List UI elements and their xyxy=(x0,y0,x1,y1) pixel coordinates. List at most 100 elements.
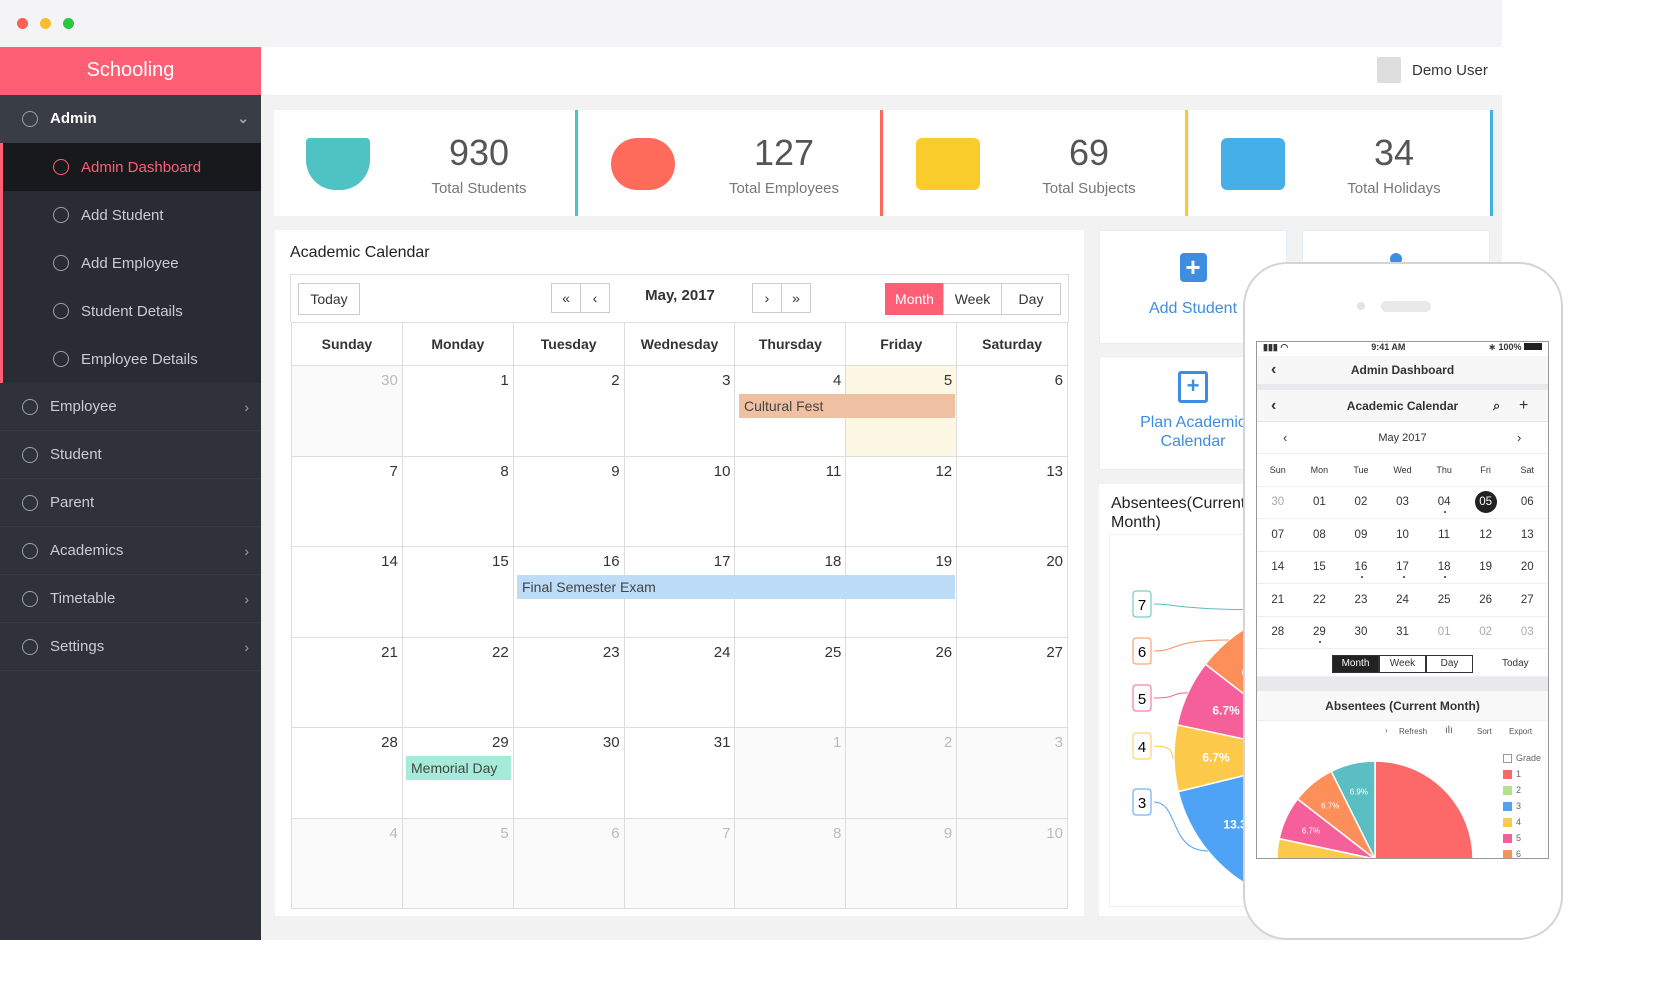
view-day-button[interactable]: Day xyxy=(1001,283,1061,315)
calendar-day[interactable]: 13 xyxy=(957,456,1069,547)
avatar[interactable] xyxy=(1377,57,1401,83)
calendar-day[interactable]: 3 xyxy=(624,366,736,457)
calendar-day[interactable]: 11 xyxy=(735,456,847,547)
calendar-day[interactable]: 30 xyxy=(1340,626,1382,638)
calendar-day[interactable]: 16 xyxy=(1340,561,1382,579)
legend-item[interactable]: 4 xyxy=(1503,814,1541,830)
calendar-day[interactable]: 04 xyxy=(1423,496,1465,514)
calendar-day[interactable]: 9 xyxy=(846,818,958,909)
sidebar-item-employee-details[interactable]: Employee Details xyxy=(0,335,261,383)
calendar-day[interactable]: 9 xyxy=(513,456,625,547)
calendar-day[interactable]: 20 xyxy=(957,547,1069,638)
calendar-day[interactable]: 15 xyxy=(402,547,514,638)
calendar-day[interactable]: 6 xyxy=(957,366,1069,457)
calendar-day[interactable]: 8 xyxy=(735,818,847,909)
sidebar-item-admin-dashboard[interactable]: Admin Dashboard xyxy=(0,143,261,191)
calendar-day[interactable]: 29 xyxy=(402,728,514,819)
bar-chart-icon[interactable]: ılı xyxy=(1445,725,1453,736)
legend-item[interactable]: 5 xyxy=(1503,830,1541,846)
pie-slice-1[interactable] xyxy=(1374,760,1474,859)
calendar-day[interactable]: 17 xyxy=(1382,561,1424,579)
calendar-day[interactable]: 12 xyxy=(1465,529,1507,541)
calendar-day[interactable]: 28 xyxy=(1257,626,1299,638)
calendar-day[interactable]: 19 xyxy=(1465,561,1507,573)
calendar-day[interactable]: 22 xyxy=(1299,594,1341,606)
calendar-day[interactable]: 02 xyxy=(1340,496,1382,508)
calendar-day[interactable]: 21 xyxy=(1257,594,1299,606)
calendar-day[interactable]: 14 xyxy=(292,547,403,638)
prev-month-button[interactable]: ‹ xyxy=(1283,430,1288,445)
calendar-day[interactable]: 25 xyxy=(1423,594,1465,606)
calendar-day[interactable]: 19 xyxy=(846,547,958,638)
calendar-day[interactable]: 2 xyxy=(513,366,625,457)
calendar-day[interactable]: 29 xyxy=(1299,626,1341,644)
legend-item[interactable]: 1 xyxy=(1503,766,1541,782)
calendar-day[interactable]: 30 xyxy=(292,366,403,457)
calendar-day[interactable]: 1 xyxy=(402,366,514,457)
back-icon[interactable]: ‹ xyxy=(1271,361,1277,378)
calendar-day[interactable]: 5 xyxy=(402,818,514,909)
back-icon[interactable]: ‹ xyxy=(1271,397,1277,414)
calendar-event[interactable]: Memorial Day xyxy=(406,756,511,780)
calendar-day[interactable]: 8 xyxy=(402,456,514,547)
sidebar-item-add-student[interactable]: Add Student xyxy=(0,191,261,239)
minimize-window-button[interactable] xyxy=(40,18,51,29)
calendar-day[interactable]: 23 xyxy=(513,637,625,728)
calendar-day[interactable]: 7 xyxy=(624,818,736,909)
sort-button[interactable]: Sort xyxy=(1477,727,1492,736)
mobile-week-tab[interactable]: Week xyxy=(1379,655,1426,673)
calendar-day[interactable]: 15 xyxy=(1299,561,1341,573)
maximize-window-button[interactable] xyxy=(63,18,74,29)
sidebar-item-employee[interactable]: Employee › xyxy=(0,383,261,431)
calendar-day[interactable]: 09 xyxy=(1340,529,1382,541)
user-name[interactable]: Demo User xyxy=(1412,62,1488,79)
calendar-day[interactable]: 10 xyxy=(1382,529,1424,541)
calendar-day[interactable]: 03 xyxy=(1382,496,1424,508)
next-month-button[interactable]: › xyxy=(1517,430,1522,445)
calendar-day[interactable]: 3 xyxy=(957,728,1069,819)
pie-slice-7[interactable] xyxy=(1330,760,1376,859)
calendar-day[interactable]: 03 xyxy=(1506,626,1548,638)
calendar-day[interactable]: 2 xyxy=(846,728,958,819)
mobile-month-tab[interactable]: Month xyxy=(1332,655,1379,673)
calendar-day[interactable]: 30 xyxy=(513,728,625,819)
calendar-event[interactable]: Final Semester Exam xyxy=(517,575,955,599)
sidebar-item-settings[interactable]: Settings › xyxy=(0,623,261,671)
search-icon[interactable]: ⌕ xyxy=(1493,398,1501,413)
calendar-day[interactable]: 05 xyxy=(1465,491,1507,514)
calendar-day[interactable]: 07 xyxy=(1257,529,1299,541)
calendar-day[interactable]: 06 xyxy=(1506,496,1548,508)
calendar-day[interactable]: 22 xyxy=(402,637,514,728)
calendar-day[interactable]: 27 xyxy=(957,637,1069,728)
next-month-button[interactable]: › xyxy=(752,283,782,313)
refresh-button[interactable]: Refresh xyxy=(1399,727,1428,736)
calendar-day[interactable]: 10 xyxy=(957,818,1069,909)
calendar-day[interactable]: 6 xyxy=(513,818,625,909)
calendar-day[interactable]: 31 xyxy=(624,728,736,819)
add-icon[interactable]: + xyxy=(1519,397,1529,414)
calendar-day[interactable]: 01 xyxy=(1423,626,1465,638)
calendar-day[interactable]: 21 xyxy=(292,637,403,728)
export-button[interactable]: Export xyxy=(1509,727,1533,736)
sidebar-item-admin[interactable]: Admin ⌄ xyxy=(0,95,261,143)
prev-month-button[interactable]: ‹ xyxy=(580,283,610,313)
view-week-button[interactable]: Week xyxy=(943,283,1002,315)
next-year-button[interactable]: » xyxy=(781,283,811,313)
calendar-day[interactable]: 12 xyxy=(846,456,958,547)
calendar-day[interactable]: 24 xyxy=(1382,594,1424,606)
calendar-day[interactable]: 18 xyxy=(1423,561,1465,579)
calendar-day[interactable]: 24 xyxy=(624,637,736,728)
calendar-day[interactable]: 23 xyxy=(1340,594,1382,606)
calendar-day[interactable]: 26 xyxy=(1465,594,1507,606)
sidebar-item-student[interactable]: Student xyxy=(0,431,261,479)
calendar-day[interactable]: 14 xyxy=(1257,561,1299,573)
legend-item[interactable]: 6 xyxy=(1503,846,1541,858)
mobile-day-tab[interactable]: Day xyxy=(1426,655,1473,673)
view-month-button[interactable]: Month xyxy=(885,283,944,315)
calendar-day[interactable]: 30 xyxy=(1257,496,1299,508)
legend-item[interactable]: 3 xyxy=(1503,798,1541,814)
legend-item[interactable]: 2 xyxy=(1503,782,1541,798)
sidebar-item-add-employee[interactable]: Add Employee xyxy=(0,239,261,287)
calendar-day[interactable]: 28 xyxy=(292,728,403,819)
calendar-day[interactable]: 13 xyxy=(1506,529,1548,541)
